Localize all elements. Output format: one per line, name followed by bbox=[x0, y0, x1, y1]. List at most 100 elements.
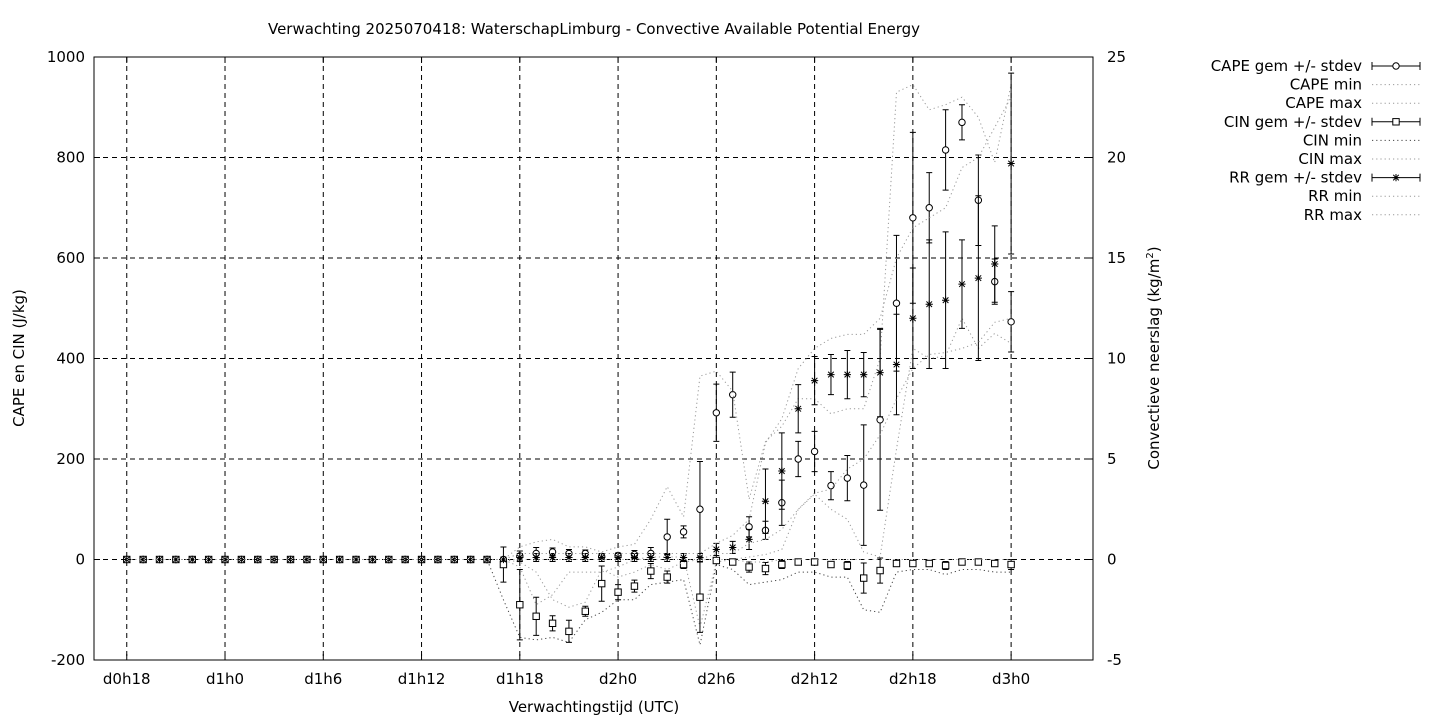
x-tick-label: d1h6 bbox=[304, 670, 342, 688]
legend-label: CAPE max bbox=[1285, 94, 1362, 112]
y2-tick-label: 10 bbox=[1107, 350, 1126, 368]
y-tick-label: 200 bbox=[56, 450, 85, 468]
x-tick-label: d0h18 bbox=[103, 670, 151, 688]
data-point bbox=[679, 528, 688, 536]
data-point bbox=[729, 390, 737, 399]
data-point bbox=[860, 481, 868, 489]
data-point bbox=[499, 555, 508, 564]
y2-tick-label: 15 bbox=[1107, 249, 1126, 267]
legend-label: CIN min bbox=[1303, 131, 1362, 149]
x-tick-label: d2h12 bbox=[791, 670, 839, 688]
data-point bbox=[794, 455, 802, 463]
series-line bbox=[126, 83, 1012, 560]
legend-label: CIN max bbox=[1298, 150, 1362, 168]
y2-axis-label: Convectieve neerslag (kg/m2) bbox=[1145, 246, 1163, 469]
series-line bbox=[126, 317, 1012, 560]
data-point bbox=[581, 553, 589, 562]
data-point bbox=[548, 619, 557, 628]
data-point bbox=[696, 505, 704, 513]
data-point bbox=[892, 559, 901, 568]
data-point bbox=[843, 474, 852, 482]
x-tick-label: d1h0 bbox=[206, 670, 244, 688]
y2-tick-label: 5 bbox=[1107, 450, 1117, 468]
data-point bbox=[696, 593, 704, 601]
data-point bbox=[942, 296, 950, 304]
series bbox=[126, 96, 1012, 560]
data-point bbox=[909, 314, 917, 322]
data-point bbox=[778, 467, 786, 475]
data-point bbox=[909, 559, 917, 568]
data-point bbox=[860, 370, 868, 379]
data-point bbox=[810, 447, 819, 456]
data-point bbox=[155, 555, 164, 564]
data-point bbox=[794, 558, 802, 566]
data-point bbox=[368, 555, 377, 564]
data-point bbox=[1007, 560, 1015, 569]
data-point bbox=[827, 481, 835, 490]
data-point bbox=[745, 563, 753, 571]
data-point bbox=[548, 553, 557, 562]
y2-axis-ticks: -5 0 5 10 15 20 25 bbox=[1087, 48, 1126, 669]
y2-tick-label: 0 bbox=[1107, 551, 1117, 569]
data-point bbox=[827, 370, 835, 379]
legend-label: CAPE gem +/- stdev bbox=[1211, 57, 1362, 75]
legend-label: RR min bbox=[1308, 187, 1362, 205]
data-point bbox=[581, 607, 590, 615]
data-point bbox=[696, 553, 704, 562]
data-point bbox=[958, 118, 966, 127]
y-axis-label: CAPE en CIN (J/kg) bbox=[10, 289, 28, 427]
data-point bbox=[647, 553, 655, 562]
series-line bbox=[126, 317, 1012, 628]
data-point bbox=[614, 588, 622, 596]
series bbox=[123, 72, 1015, 564]
series bbox=[126, 317, 1012, 560]
data-point bbox=[794, 405, 802, 413]
data-point bbox=[892, 299, 901, 307]
x-tick-label: d2h6 bbox=[697, 670, 735, 688]
data-point bbox=[860, 574, 868, 582]
data-point bbox=[778, 560, 786, 569]
data-point bbox=[483, 555, 491, 564]
data-point bbox=[467, 555, 475, 564]
series bbox=[126, 317, 1012, 628]
legend-label: RR max bbox=[1304, 206, 1362, 224]
data-point bbox=[827, 560, 835, 569]
data-point bbox=[941, 561, 950, 570]
y-axis-ticks: -200 0 200 400 600 800 1000 bbox=[47, 48, 100, 669]
x-tick-label: d2h0 bbox=[599, 670, 637, 688]
data-point bbox=[450, 555, 458, 564]
data-point bbox=[139, 555, 147, 564]
series-layer bbox=[123, 72, 1015, 646]
series-line bbox=[126, 96, 1012, 560]
data-point bbox=[352, 555, 360, 564]
y-tick-label: 1000 bbox=[47, 48, 85, 66]
data-point bbox=[679, 560, 688, 569]
data-point bbox=[630, 553, 639, 562]
x-axis-label: Verwachtingstijd (UTC) bbox=[509, 698, 680, 716]
data-point bbox=[614, 553, 622, 562]
data-point bbox=[188, 555, 196, 564]
data-point bbox=[516, 601, 524, 609]
data-point bbox=[925, 300, 933, 308]
data-point bbox=[630, 582, 639, 590]
data-point bbox=[958, 280, 966, 288]
data-point bbox=[647, 567, 655, 575]
legend-label: CIN gem +/- stdev bbox=[1224, 113, 1362, 131]
data-point bbox=[516, 553, 524, 562]
x-tick-label: d2h18 bbox=[889, 670, 937, 688]
x-tick-label: d1h12 bbox=[398, 670, 446, 688]
data-point bbox=[1007, 318, 1015, 326]
data-point bbox=[712, 409, 721, 417]
data-point bbox=[172, 555, 180, 564]
y2-axis-label-main: Convectieve neerslag (kg/m bbox=[1145, 259, 1163, 470]
data-point bbox=[843, 370, 851, 379]
data-point bbox=[974, 274, 982, 282]
data-point bbox=[597, 579, 606, 588]
data-point bbox=[761, 564, 770, 573]
data-point bbox=[679, 553, 688, 562]
legend-marker bbox=[1392, 118, 1400, 126]
y2-tick-label: 20 bbox=[1107, 149, 1126, 167]
data-point bbox=[123, 555, 131, 564]
data-point bbox=[876, 416, 884, 424]
data-point bbox=[925, 559, 933, 568]
